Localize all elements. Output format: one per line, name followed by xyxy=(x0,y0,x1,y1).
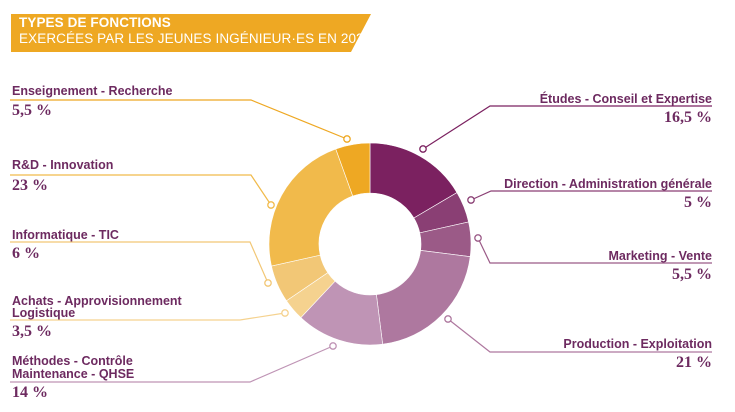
value-methodes: 14 % xyxy=(12,384,48,401)
value-etudes: 16,5 % xyxy=(664,109,712,126)
label-achats-line2: Logistique xyxy=(12,306,76,320)
donut-slice-8 xyxy=(335,142,371,197)
leader-dot-2 xyxy=(474,234,482,242)
label-direction: Direction - Administration générale xyxy=(504,177,712,191)
leader-line-4 xyxy=(10,345,334,383)
label-methodes-line1: Méthodes - Contrôle xyxy=(12,354,133,368)
leader-line-2 xyxy=(477,237,712,264)
label-etudes: Études - Conseil et Expertise xyxy=(539,92,712,106)
label-informatique: Informatique - TIC xyxy=(12,228,119,242)
leader-line-5 xyxy=(10,312,286,321)
label-achats-line1: Achats - Approvisionnement xyxy=(12,294,182,308)
leader-dot-8 xyxy=(343,135,351,143)
leader-line-1 xyxy=(470,190,712,201)
leader-dot-6 xyxy=(264,279,272,287)
value-informatique: 6 % xyxy=(12,245,40,262)
value-rd: 23 % xyxy=(12,177,48,194)
value-direction: 5 % xyxy=(684,194,712,211)
title-banner xyxy=(11,14,371,52)
label-enseignement: Enseignement - Recherche xyxy=(12,84,173,98)
chart-title-line1: TYPES DE FONCTIONS xyxy=(19,15,171,30)
leader-dot-0 xyxy=(419,145,427,153)
label-rd: R&D - Innovation xyxy=(12,158,114,172)
leader-dot-5 xyxy=(281,309,289,317)
leader-dot-3 xyxy=(444,315,452,323)
chart-title-line2: EXERCÉES PAR LES JEUNES INGÉNIEUR·ES EN … xyxy=(19,31,372,46)
title-banner-shape xyxy=(11,14,371,52)
donut-slice-7 xyxy=(268,148,354,267)
label-production: Production - Exploitation xyxy=(563,337,712,351)
value-production: 21 % xyxy=(676,354,712,371)
leader-line-7 xyxy=(10,174,272,206)
value-achats: 3,5 % xyxy=(12,323,52,340)
label-methodes-line2: Maintenance - QHSE xyxy=(12,367,135,381)
value-enseignement: 5,5 % xyxy=(12,102,52,119)
leader-line-6 xyxy=(10,241,269,284)
leader-dot-7 xyxy=(267,201,275,209)
label-marketing: Marketing - Vente xyxy=(608,249,713,263)
leader-line-8 xyxy=(10,99,348,140)
value-marketing: 5,5 % xyxy=(672,266,712,283)
leader-dot-1 xyxy=(467,196,475,204)
leader-line-0 xyxy=(422,105,712,150)
leader-line-3 xyxy=(447,318,712,353)
donut-slice-3 xyxy=(376,250,471,345)
leader-dot-4 xyxy=(329,342,337,350)
